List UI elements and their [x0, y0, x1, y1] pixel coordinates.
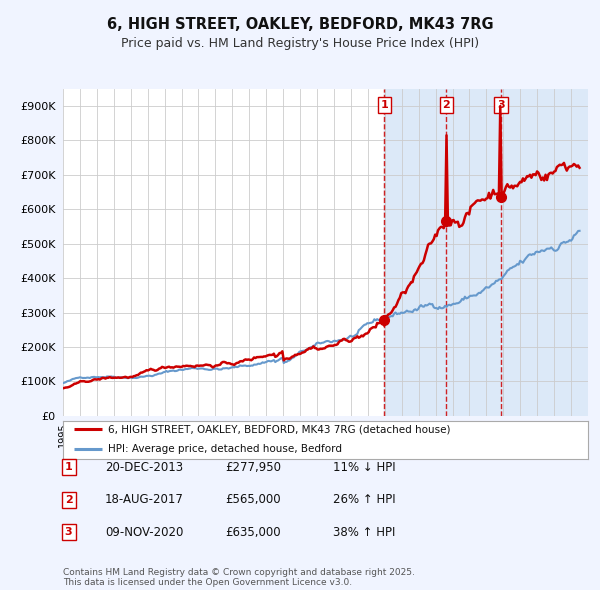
Text: 11% ↓ HPI: 11% ↓ HPI	[333, 461, 395, 474]
Text: £565,000: £565,000	[225, 493, 281, 506]
Text: 20-DEC-2013: 20-DEC-2013	[105, 461, 183, 474]
Text: 38% ↑ HPI: 38% ↑ HPI	[333, 526, 395, 539]
Text: 6, HIGH STREET, OAKLEY, BEDFORD, MK43 7RG: 6, HIGH STREET, OAKLEY, BEDFORD, MK43 7R…	[107, 17, 493, 31]
Text: 3: 3	[497, 100, 505, 110]
Bar	[384, 88, 588, 416]
Text: 09-NOV-2020: 09-NOV-2020	[105, 526, 184, 539]
Text: 3: 3	[65, 527, 73, 537]
Text: 1: 1	[380, 100, 388, 110]
Text: £635,000: £635,000	[225, 526, 281, 539]
Text: Price paid vs. HM Land Registry's House Price Index (HPI): Price paid vs. HM Land Registry's House …	[121, 37, 479, 50]
Text: £277,950: £277,950	[225, 461, 281, 474]
Text: 1: 1	[65, 463, 73, 472]
Text: 2: 2	[442, 100, 450, 110]
Text: 6, HIGH STREET, OAKLEY, BEDFORD, MK43 7RG (detached house): 6, HIGH STREET, OAKLEY, BEDFORD, MK43 7R…	[107, 424, 450, 434]
Text: 18-AUG-2017: 18-AUG-2017	[105, 493, 184, 506]
Text: Contains HM Land Registry data © Crown copyright and database right 2025.
This d: Contains HM Land Registry data © Crown c…	[63, 568, 415, 587]
Text: HPI: Average price, detached house, Bedford: HPI: Average price, detached house, Bedf…	[107, 444, 341, 454]
Text: 26% ↑ HPI: 26% ↑ HPI	[333, 493, 395, 506]
Text: 2: 2	[65, 495, 73, 504]
